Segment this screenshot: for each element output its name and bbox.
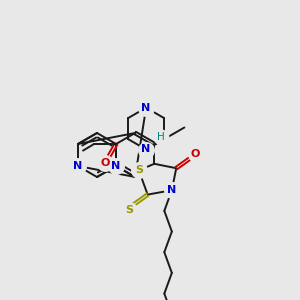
Text: S: S [135, 165, 143, 176]
Text: S: S [125, 205, 133, 214]
Text: N: N [142, 145, 151, 154]
Text: N: N [167, 185, 176, 195]
Text: H: H [158, 132, 165, 142]
Text: N: N [111, 161, 121, 171]
Text: O: O [191, 149, 200, 159]
Text: N: N [73, 161, 83, 171]
Text: O: O [100, 158, 110, 168]
Text: N: N [142, 103, 151, 113]
